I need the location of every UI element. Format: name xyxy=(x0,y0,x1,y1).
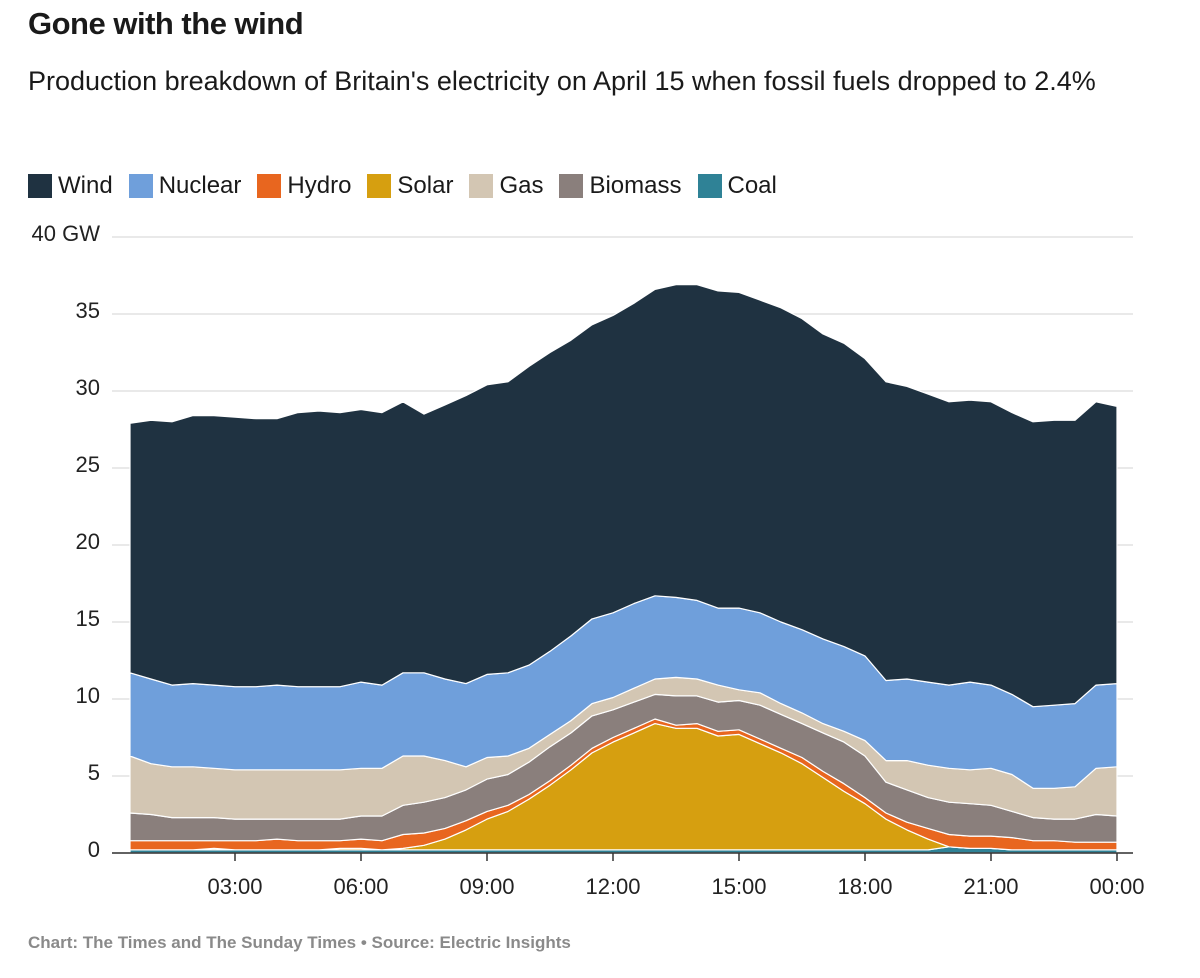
legend-item: Gas xyxy=(469,172,543,200)
legend-swatch xyxy=(128,174,153,198)
x-tick-label: 12:00 xyxy=(585,874,640,899)
legend-item: Nuclear xyxy=(128,172,242,200)
legend-item: Hydro xyxy=(257,172,351,200)
legend-label: Nuclear xyxy=(158,172,242,199)
legend-item: Coal xyxy=(697,172,777,200)
legend-item: Wind xyxy=(28,172,113,200)
y-tick-label: 15 xyxy=(76,606,100,631)
legend-label: Biomass xyxy=(589,172,682,199)
area xyxy=(129,284,1118,708)
x-tick-label: 15:00 xyxy=(711,874,766,899)
source-note: Chart: The Times and The Sunday Times • … xyxy=(28,933,571,952)
legend: Wind Nuclear Hydro Solar Gas Biomass Coal xyxy=(28,172,777,200)
y-tick-label: 0 xyxy=(88,837,100,862)
legend-swatch xyxy=(697,174,722,198)
legend-item: Solar xyxy=(367,172,453,200)
legend-swatch xyxy=(469,174,494,198)
y-tick-label: 25 xyxy=(76,452,100,477)
legend-label: Hydro xyxy=(287,172,352,199)
x-tick-label: 18:00 xyxy=(837,874,892,899)
x-tick-label: 06:00 xyxy=(333,874,388,899)
legend-swatch xyxy=(257,174,282,198)
y-tick-label: 35 xyxy=(76,298,100,323)
x-tick-label: 00:00 xyxy=(1089,874,1144,899)
x-tick-label: 21:00 xyxy=(963,874,1018,899)
legend-label: Coal xyxy=(727,172,777,199)
x-tick-label: 09:00 xyxy=(459,874,514,899)
y-tick-label: 5 xyxy=(88,760,100,785)
legend-swatch xyxy=(28,174,52,198)
y-tick-label: 40 GW xyxy=(32,221,101,246)
y-tick-label: 10 xyxy=(76,683,100,708)
x-tick-label: 03:00 xyxy=(207,874,262,899)
y-tick-label: 30 xyxy=(76,375,100,400)
legend-label: Wind xyxy=(58,172,113,199)
legend-swatch xyxy=(559,174,584,198)
chart-title: Gone with the wind xyxy=(28,6,304,41)
legend-label: Solar xyxy=(397,172,454,199)
y-tick-label: 20 xyxy=(76,529,100,554)
legend-item: Biomass xyxy=(559,172,682,200)
legend-label: Gas xyxy=(499,172,544,199)
legend-swatch xyxy=(367,174,392,198)
chart-subtitle: Production breakdown of Britain's electr… xyxy=(28,66,1096,96)
